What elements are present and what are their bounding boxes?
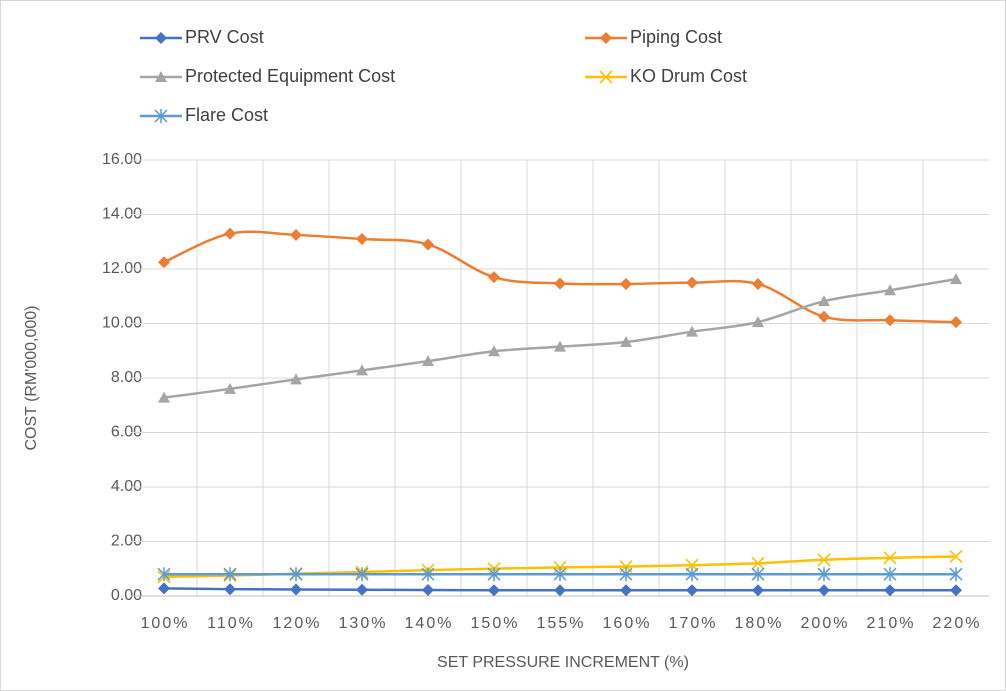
marker <box>620 584 632 597</box>
marker <box>950 316 962 329</box>
marker <box>818 584 830 597</box>
x-tick-label: 120% <box>273 615 322 632</box>
y-tick-label: 0.00 <box>111 587 142 604</box>
marker <box>752 316 764 328</box>
y-tick-label: 12.00 <box>102 260 142 277</box>
x-axis-title: SET PRESSURE INCREMENT (%) <box>437 654 689 671</box>
marker <box>422 355 434 367</box>
marker <box>488 584 500 597</box>
y-tick-label: 14.00 <box>102 206 142 223</box>
marker <box>685 567 699 582</box>
marker <box>158 582 170 595</box>
marker <box>422 584 434 597</box>
legend-entry: Protected Equipment Cost <box>140 66 395 86</box>
marker <box>290 583 302 596</box>
marker <box>158 391 170 403</box>
marker <box>553 567 567 582</box>
legend-entry: PRV Cost <box>140 27 264 47</box>
y-tick-label: 10.00 <box>102 315 142 332</box>
x-tick-label: 180% <box>735 615 784 632</box>
legend-label: Flare Cost <box>185 105 268 125</box>
x-tick-label: 155% <box>537 615 586 632</box>
marker <box>355 567 369 582</box>
marker <box>554 277 566 290</box>
marker <box>155 32 167 44</box>
marker <box>817 553 831 567</box>
marker <box>883 567 897 582</box>
marker <box>599 70 613 84</box>
marker <box>554 584 566 597</box>
marker <box>554 340 566 352</box>
marker <box>751 567 765 582</box>
marker <box>752 277 764 290</box>
marker <box>158 256 170 269</box>
marker <box>817 567 831 582</box>
y-tick-label: 6.00 <box>111 424 142 441</box>
legend-entry: Flare Cost <box>140 105 268 125</box>
marker <box>950 584 962 597</box>
x-tick-label: 170% <box>669 615 718 632</box>
y-tick-label: 4.00 <box>111 478 142 495</box>
x-tick-label: 220% <box>933 615 982 632</box>
marker <box>224 583 236 596</box>
marker <box>752 584 764 597</box>
legend-entry: KO Drum Cost <box>585 66 747 86</box>
legend-label: PRV Cost <box>185 27 264 47</box>
marker <box>290 373 302 385</box>
marker <box>422 238 434 251</box>
x-tick-label: 100% <box>141 615 190 632</box>
marker <box>950 273 962 285</box>
legend-label: Protected Equipment Cost <box>185 66 395 86</box>
marker <box>289 567 303 582</box>
marker <box>686 584 698 597</box>
marker <box>949 549 963 564</box>
legend-entry: Piping Cost <box>585 27 722 47</box>
marker <box>686 325 698 337</box>
x-tick-label: 110% <box>207 615 255 632</box>
marker <box>290 228 302 241</box>
x-tick-label: 210% <box>867 615 916 632</box>
marker <box>884 284 896 296</box>
marker <box>155 71 167 82</box>
marker <box>356 364 368 376</box>
y-tick-label: 8.00 <box>111 369 142 386</box>
marker <box>488 345 500 357</box>
x-tick-label: 130% <box>339 615 388 632</box>
marker <box>620 336 632 348</box>
marker <box>686 276 698 289</box>
marker <box>600 32 612 44</box>
x-tick-label: 160% <box>603 615 652 632</box>
marker <box>421 567 435 582</box>
marker <box>619 567 633 582</box>
marker <box>224 382 236 394</box>
legend-label: KO Drum Cost <box>630 66 747 86</box>
marker <box>157 567 171 582</box>
y-tick-label: 2.00 <box>111 533 142 550</box>
marker <box>620 277 632 290</box>
y-axis-title: COST (RM'000,000) <box>23 305 40 450</box>
marker <box>356 583 368 596</box>
marker <box>751 556 765 570</box>
marker <box>818 295 830 307</box>
marker <box>884 584 896 597</box>
marker <box>154 109 168 123</box>
marker <box>488 271 500 284</box>
legend-label: Piping Cost <box>630 27 722 47</box>
marker <box>487 567 501 582</box>
marker <box>223 567 237 582</box>
marker <box>883 551 897 565</box>
x-tick-label: 150% <box>471 615 520 632</box>
y-tick-label: 16.00 <box>102 151 142 168</box>
marker <box>818 310 830 323</box>
marker <box>949 567 963 582</box>
x-tick-label: 200% <box>801 615 850 632</box>
marker <box>884 314 896 327</box>
marker <box>224 227 236 240</box>
marker <box>356 233 368 246</box>
x-tick-label: 140% <box>405 615 454 632</box>
